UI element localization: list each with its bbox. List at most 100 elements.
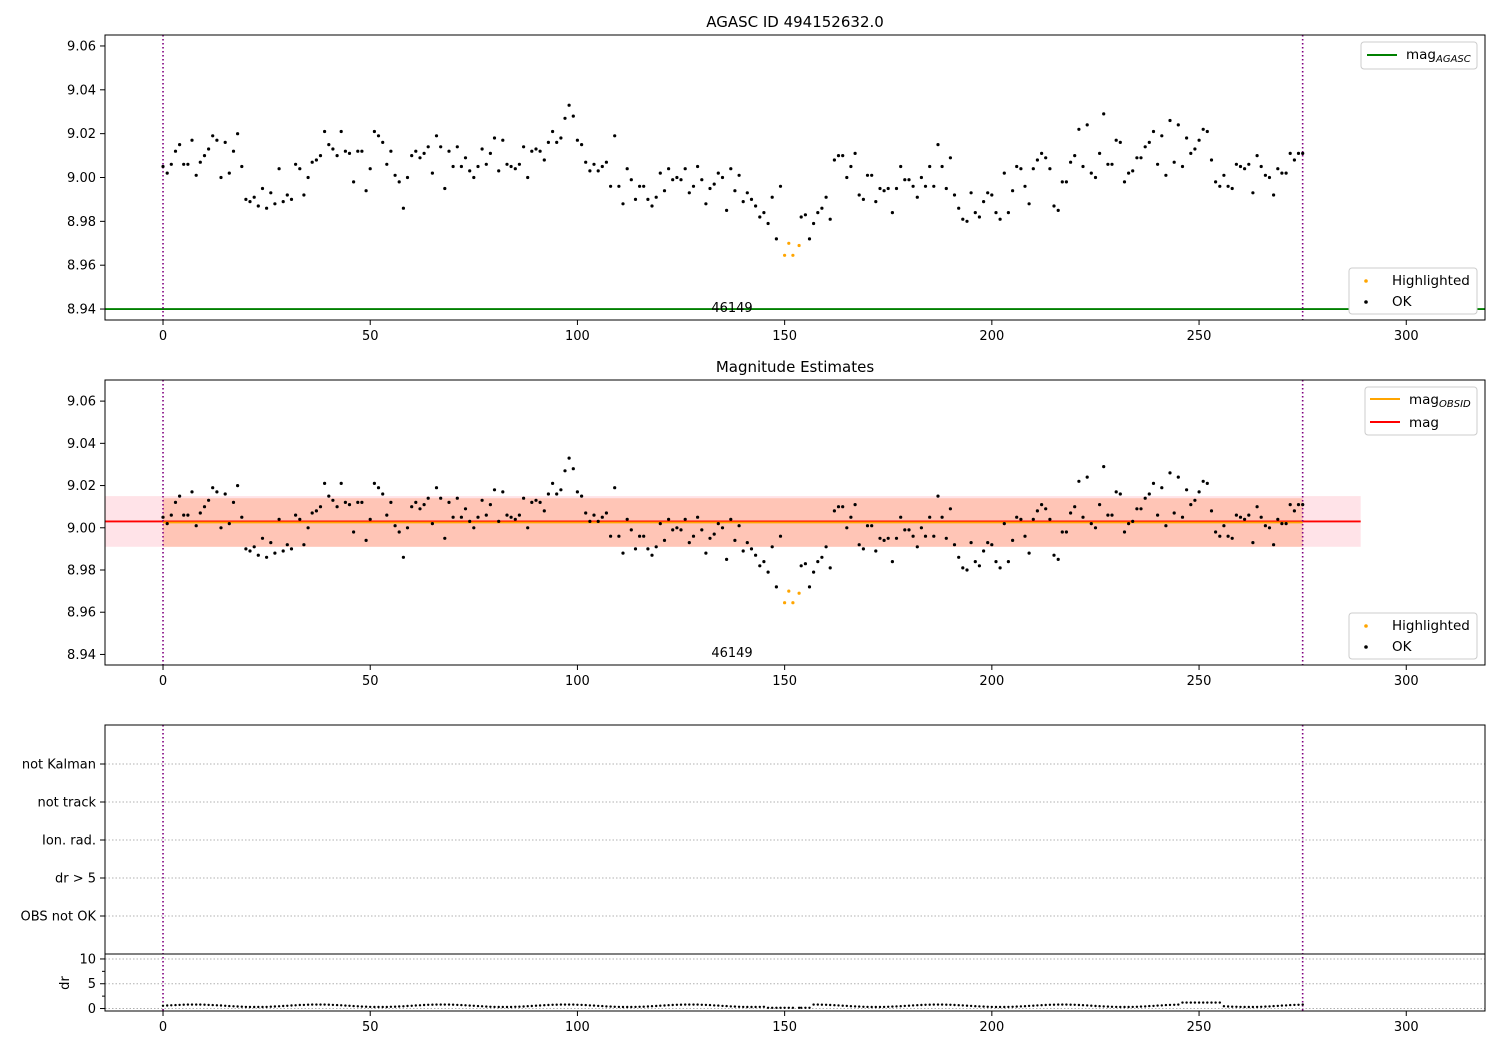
ok-point xyxy=(642,534,646,538)
ok-point xyxy=(451,164,455,169)
dr-point xyxy=(538,1004,542,1007)
dr-point xyxy=(373,1005,376,1009)
dr-point xyxy=(940,1003,944,1006)
ok-point xyxy=(1147,492,1151,496)
ok-point xyxy=(625,517,629,521)
ok-point xyxy=(633,547,638,551)
ok-point xyxy=(1122,180,1127,184)
ok-point xyxy=(1118,140,1122,144)
ok-point xyxy=(252,545,256,549)
dr-point xyxy=(945,1003,948,1006)
ok-point xyxy=(439,145,443,149)
dr-point xyxy=(820,1003,824,1006)
panel-agasc-y-axis: 8.94 8.96 8.98 9.00 9.02 9.04 9.06 xyxy=(67,39,105,318)
ok-point xyxy=(385,162,389,166)
dr-point xyxy=(1284,1004,1288,1007)
dr-point xyxy=(920,1003,923,1007)
ok-point xyxy=(472,175,476,180)
ok-point xyxy=(658,171,662,175)
ok-point xyxy=(559,136,563,140)
ok-point xyxy=(737,173,741,177)
dr-point xyxy=(1202,1001,1205,1004)
dr-point xyxy=(1164,1003,1168,1007)
ok-point xyxy=(1209,158,1214,162)
ok-point xyxy=(923,184,928,188)
x-tick-label: 300 xyxy=(1394,1020,1419,1035)
dr-point xyxy=(427,1003,430,1006)
ok-point xyxy=(1247,162,1251,166)
dr-tick-label: 5 xyxy=(88,977,96,992)
ok-point xyxy=(393,524,397,528)
dr-point xyxy=(464,1004,467,1007)
ok-point xyxy=(621,551,625,555)
ok-point xyxy=(1267,175,1272,180)
y-tick-label: 8.98 xyxy=(67,215,96,230)
dr-point xyxy=(1102,1005,1105,1008)
ok-point xyxy=(169,513,173,517)
dr-point xyxy=(882,1005,886,1009)
ok-point xyxy=(202,154,207,158)
ok-point xyxy=(1110,513,1114,517)
ok-point xyxy=(1073,154,1077,158)
ok-point xyxy=(368,517,372,521)
ok-point xyxy=(256,553,260,557)
ok-point xyxy=(758,564,762,568)
ok-point xyxy=(1251,541,1255,545)
ok-point xyxy=(1106,513,1110,517)
ok-point xyxy=(716,171,720,175)
ok-point xyxy=(609,534,613,538)
ok-point xyxy=(476,164,480,169)
ok-point xyxy=(1110,162,1114,166)
dr-point xyxy=(1131,1005,1134,1009)
ok-point xyxy=(911,184,915,188)
ok-point xyxy=(596,519,600,524)
ok-point xyxy=(169,162,173,166)
ok-point xyxy=(853,151,857,155)
dr-point xyxy=(232,1005,235,1008)
y-tick-label: 9.00 xyxy=(67,521,96,536)
ok-point xyxy=(1093,526,1098,530)
dr-point xyxy=(924,1003,927,1006)
ok-point xyxy=(749,197,754,201)
dr-point xyxy=(1011,1005,1014,1008)
dr-point xyxy=(211,1003,214,1007)
ok-point xyxy=(720,526,725,530)
ok-point xyxy=(617,184,621,188)
ok-point xyxy=(1222,173,1226,177)
ok-point xyxy=(1019,167,1023,171)
ok-point xyxy=(273,202,277,206)
ok-point xyxy=(501,490,505,494)
ok-point xyxy=(265,555,269,559)
ok-point xyxy=(878,186,882,191)
dr-point xyxy=(480,1005,484,1008)
dr-point xyxy=(418,1004,422,1007)
dr-point xyxy=(1173,1003,1176,1006)
dr-point xyxy=(1073,1003,1076,1006)
dr-point xyxy=(414,1004,417,1007)
ok-point xyxy=(638,184,642,188)
dr-point xyxy=(501,1005,504,1009)
ok-point xyxy=(936,143,940,147)
dr-point xyxy=(1119,1005,1122,1009)
ok-point xyxy=(774,237,779,241)
dr-point xyxy=(1260,1005,1263,1008)
ok-point xyxy=(617,534,621,538)
ok-point xyxy=(430,522,434,526)
ok-point xyxy=(704,202,708,206)
ok-point xyxy=(861,197,866,201)
ok-point xyxy=(327,494,331,498)
ok-point xyxy=(505,513,509,517)
dr-point xyxy=(916,1004,919,1007)
panel-mag-estimates-y-axis: 8.94 8.96 8.98 9.00 9.02 9.04 9.06 xyxy=(67,395,105,663)
ok-point xyxy=(671,528,675,532)
dr-point xyxy=(766,1006,770,1009)
ok-point xyxy=(331,147,335,151)
dr-point xyxy=(522,1005,525,1008)
ok-point xyxy=(762,211,766,215)
dr-point xyxy=(1057,1003,1060,1006)
panel-flags-plot xyxy=(105,725,1485,1011)
ok-point xyxy=(890,560,895,564)
ok-point xyxy=(1102,465,1106,469)
ok-point xyxy=(936,494,940,498)
